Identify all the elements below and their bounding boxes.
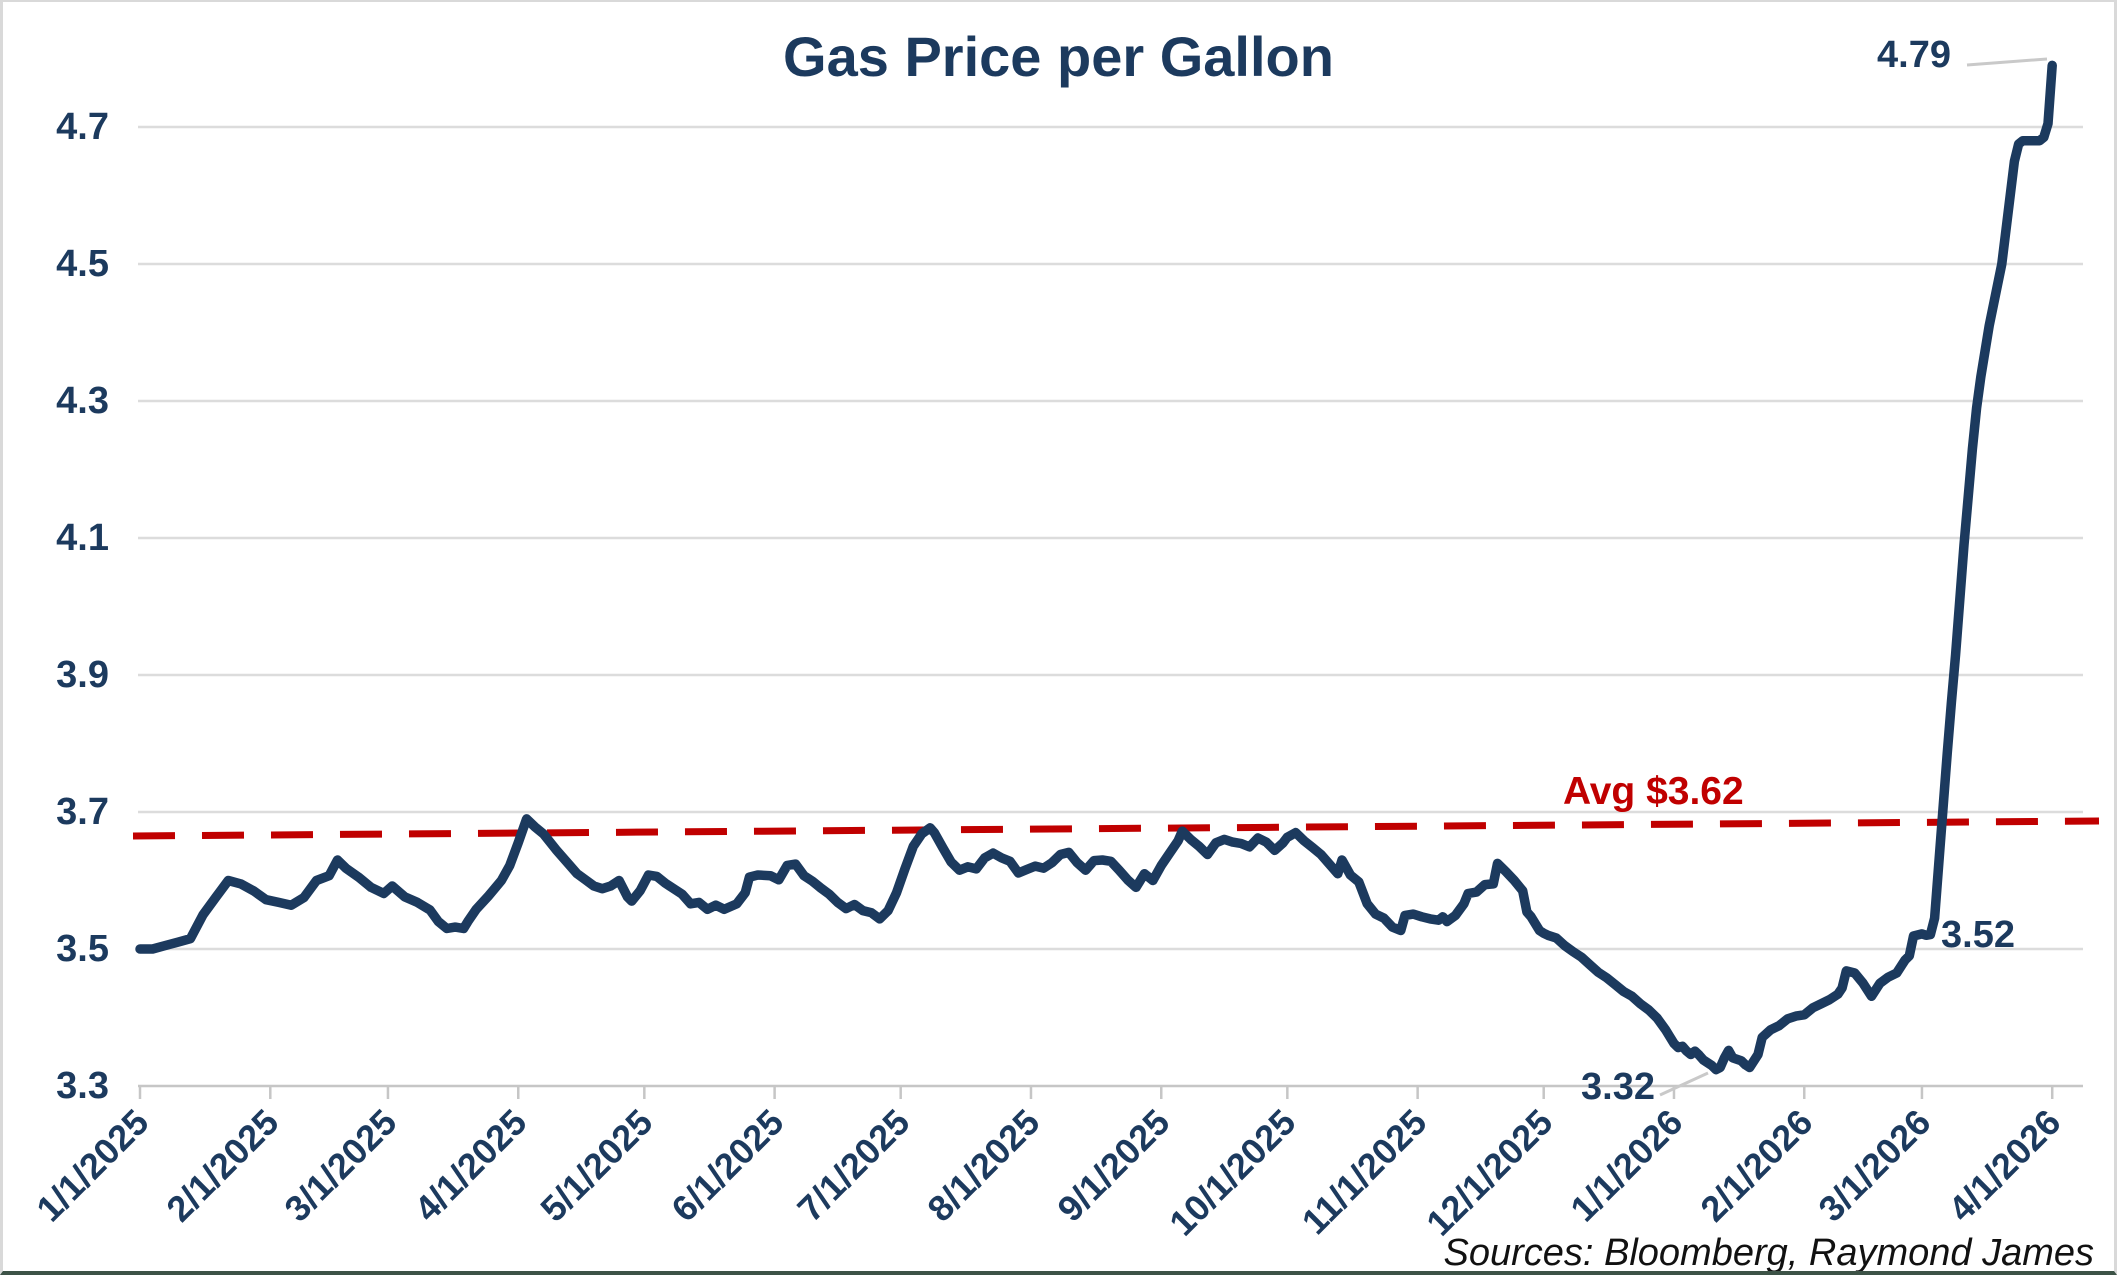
y-tick-label: 3.9	[56, 654, 109, 696]
chart-title: Gas Price per Gallon	[783, 25, 1334, 88]
annotation-peak-value: 4.79	[1877, 34, 1951, 76]
annotation-trough-value: 3.32	[1581, 1066, 1655, 1108]
line-chart-canvas	[132, 57, 2100, 1099]
y-tick-label: 4.1	[56, 517, 109, 559]
y-tick-label: 3.5	[56, 928, 109, 970]
annotation-step-value: 3.52	[1941, 914, 2015, 956]
y-tick-label: 4.5	[56, 243, 109, 285]
y-tick-label: 4.3	[56, 380, 109, 422]
average-line-label: Avg $3.62	[1563, 770, 1744, 813]
y-tick-label: 3.7	[56, 791, 109, 833]
source-note: Sources: Bloomberg, Raymond James	[1443, 1232, 2094, 1274]
y-tick-label: 3.3	[56, 1065, 109, 1107]
y-tick-label: 4.7	[56, 106, 109, 148]
